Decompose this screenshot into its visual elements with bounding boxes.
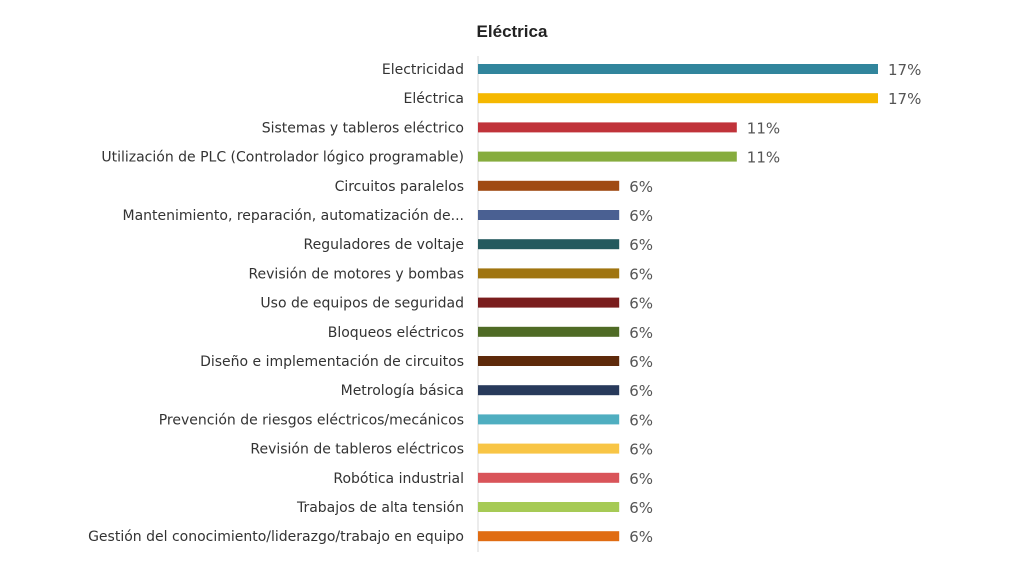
category-label: Bloqueos eléctricos (328, 325, 464, 341)
category-label: Metrología básica (341, 383, 464, 399)
bar (478, 210, 620, 220)
bar (478, 414, 620, 425)
value-label: 11% (747, 149, 780, 167)
value-label: 17% (888, 90, 921, 108)
value-label: 6% (629, 265, 653, 283)
bar (478, 239, 620, 250)
category-label: Prevención de riesgos eléctricos/mecánic… (159, 412, 464, 428)
category-label: Robótica industrial (333, 471, 464, 487)
bar (478, 385, 620, 396)
value-label: 6% (629, 441, 653, 459)
chart-title: Eléctrica (477, 22, 548, 41)
value-label: 6% (629, 499, 653, 517)
bar (478, 502, 620, 512)
category-label: Trabajos de alta tensión (296, 500, 464, 516)
value-label: 6% (629, 324, 653, 342)
bar (478, 297, 620, 308)
value-label: 6% (629, 528, 653, 546)
value-label: 6% (629, 178, 653, 196)
bar (478, 531, 620, 542)
value-label: 6% (629, 353, 653, 371)
bars-group (478, 64, 878, 542)
value-label: 6% (629, 236, 653, 254)
bar (478, 472, 620, 483)
category-label: Diseño e implementación de circuitos (200, 354, 464, 370)
value-label: 17% (888, 61, 921, 79)
category-label: Mantenimiento, reparación, automatizació… (122, 208, 464, 224)
bar (478, 326, 620, 337)
value-labels-group: 17% 17% 11% 11% 6% 6% 6% 6% 6% 6% 6% 6% 6% 6% 6% 6% 6% (629, 61, 921, 546)
bar (478, 180, 620, 191)
bar (478, 93, 878, 104)
bar (478, 443, 620, 454)
bar (478, 64, 878, 74)
bar (478, 268, 620, 279)
category-label: Revisión de motores y bombas (248, 266, 464, 282)
category-label: Reguladores de voltaje (304, 237, 464, 253)
bar (478, 122, 737, 133)
category-label: Sistemas y tableros eléctrico (262, 120, 464, 136)
category-label: Circuitos paralelos (335, 179, 464, 195)
value-label: 6% (629, 207, 653, 225)
category-label: Gestión del conocimiento/liderazgo/traba… (88, 529, 464, 545)
category-label: Revisión de tableros eléctricos (250, 442, 464, 458)
category-labels-group: Electricidad Eléctrica Sistemas y tableros… (88, 62, 464, 545)
category-label: Uso de equipos de seguridad (260, 296, 464, 312)
category-label: Eléctrica (404, 91, 464, 107)
value-label: 6% (629, 470, 653, 488)
value-label: 11% (747, 119, 780, 137)
category-label: Utilización de PLC (Controlador lógico p… (101, 150, 464, 166)
value-label: 6% (629, 295, 653, 313)
value-label: 6% (629, 411, 653, 429)
value-label: 6% (629, 382, 653, 400)
bar (478, 356, 620, 366)
bar (478, 151, 737, 162)
category-label: Electricidad (382, 62, 464, 78)
